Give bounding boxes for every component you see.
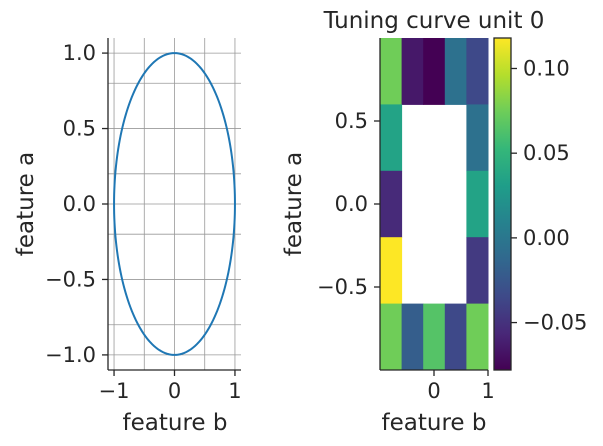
y-ticks: −1.0 −0.5 0.0 0.5 1.0: [45, 41, 108, 367]
x-tick-label: 1: [228, 379, 241, 403]
heatmap-cell: [401, 303, 424, 371]
heatmap-cell: [380, 170, 403, 238]
x-tick-label: 1: [481, 379, 494, 403]
x-tick-label: −1: [99, 379, 130, 403]
y-tick-label: 0.5: [63, 117, 96, 141]
colorbar-tick-label: −0.05: [523, 311, 587, 335]
heatmap-cell: [380, 237, 403, 305]
heatmap-cell: [380, 303, 403, 371]
heatmap-cell: [466, 38, 489, 105]
heatmap-cell: [380, 104, 403, 172]
heatmap-cell: [423, 303, 446, 371]
heatmap-cell: [466, 170, 489, 238]
heatmap-cell: [401, 38, 424, 105]
y-ticks: −0.5 0.0 0.5: [317, 109, 380, 299]
circle-plot: −1 0 1 −1.0 −0.5 0.0 0.5 1.0 feature b feature…: [13, 38, 242, 436]
x-tick-label: 0: [168, 379, 181, 403]
colorbar-tick-label: 0.00: [523, 226, 570, 250]
heatmap-cell: [444, 38, 467, 105]
colorbar-tick-label: 0.10: [523, 56, 570, 80]
colorbar: −0.05 0.00 0.05 0.10: [493, 37, 587, 371]
heatmap-cell: [444, 303, 467, 371]
heatmap-cell: [466, 104, 489, 172]
heatmap-cell: [380, 38, 403, 105]
series-line: [113, 52, 236, 356]
y-tick-label: 0.0: [335, 192, 368, 216]
x-axis-label: feature b: [123, 410, 228, 436]
y-tick-label: 0.0: [63, 192, 96, 216]
y-axis-label: feature a: [281, 152, 307, 256]
colorbar-gradient: [493, 37, 512, 371]
x-tick-label: 0: [427, 379, 440, 403]
x-ticks: −1 0 1: [99, 370, 242, 403]
x-axis-label: feature b: [382, 410, 487, 436]
chart-title: Tuning curve unit 0: [323, 8, 545, 34]
heatmap-cell: [423, 38, 446, 105]
heatmap-cells: [380, 38, 489, 371]
grid-lines: [108, 38, 241, 370]
heatmap-cell: [466, 303, 489, 371]
y-tick-label: −0.5: [45, 267, 96, 291]
y-tick-label: −1.0: [45, 343, 96, 367]
colorbar-tick-label: 0.05: [523, 141, 570, 165]
y-tick-label: 0.5: [335, 109, 368, 133]
heatmap-cell: [466, 237, 489, 305]
y-axis-label: feature a: [13, 152, 39, 256]
y-tick-label: −0.5: [317, 275, 368, 299]
colorbar-ticks: −0.05 0.00 0.05 0.10: [511, 56, 587, 335]
y-tick-label: 1.0: [63, 41, 96, 65]
